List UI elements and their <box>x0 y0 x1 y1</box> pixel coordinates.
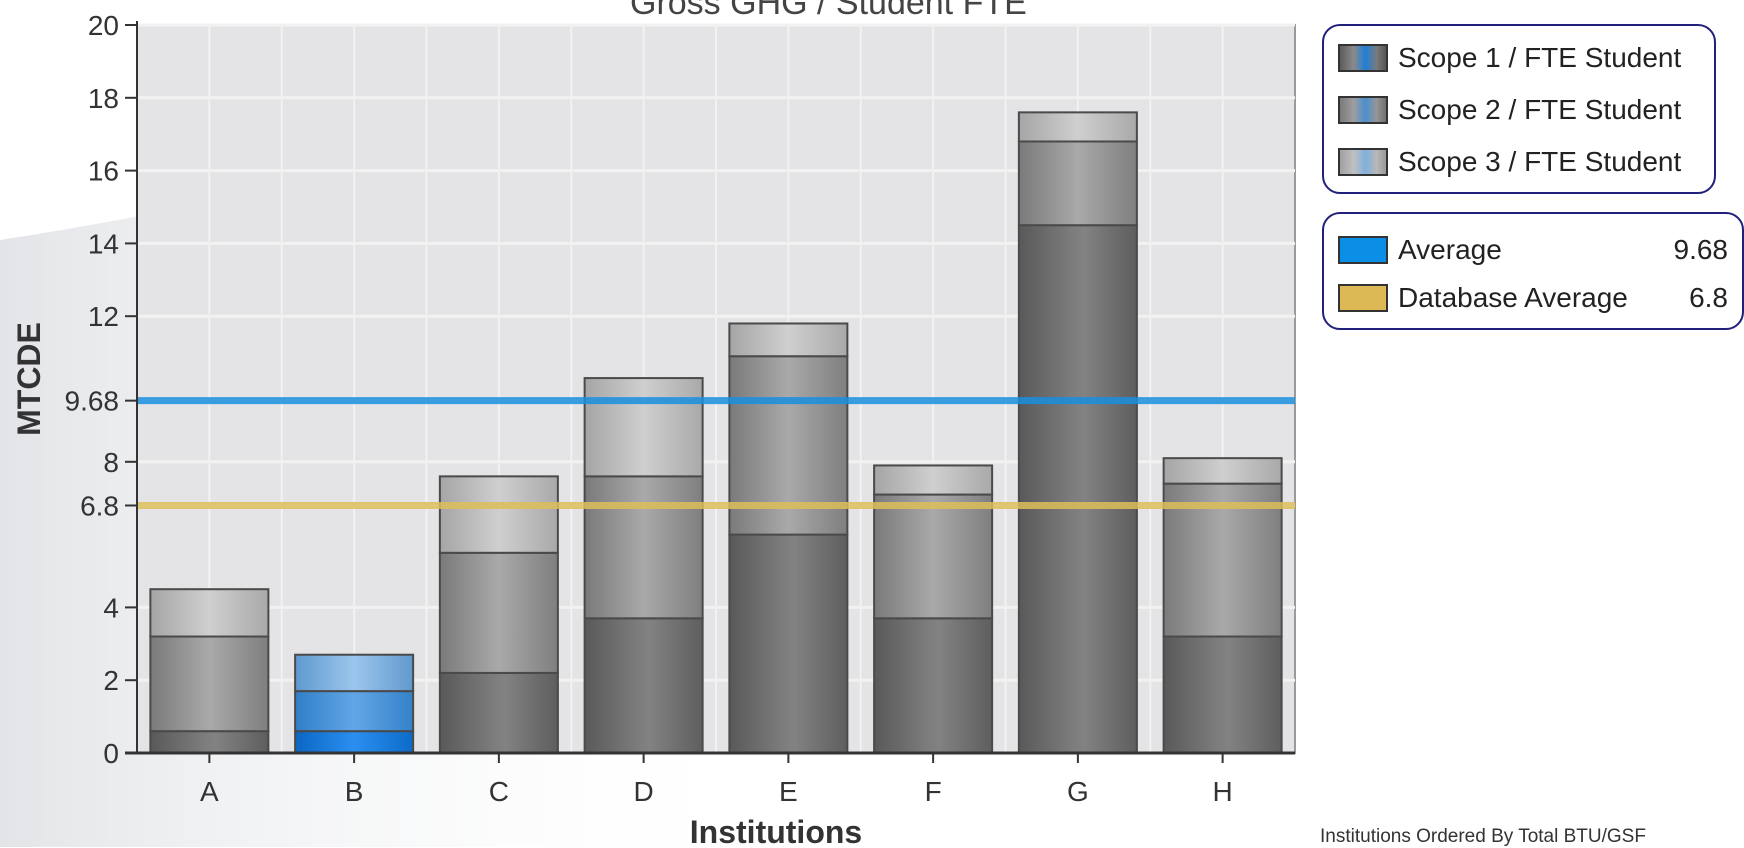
bar-C-scope2 <box>438 551 559 674</box>
legend-averages: Average 9.68 Database Average 6.8 <box>1322 212 1744 330</box>
bar-C-scope3 <box>438 475 559 554</box>
bar-E-scope1 <box>728 533 849 754</box>
y-tick-label: 8 <box>103 447 119 478</box>
bar-H-scope3 <box>1162 457 1283 485</box>
bar-A-scope2 <box>149 635 270 733</box>
x-tick-label: B <box>345 776 364 807</box>
bar-F-scope1 <box>873 617 994 754</box>
bar-H-scope1 <box>1162 635 1283 755</box>
y-tick-label: 16 <box>88 156 119 187</box>
bar-E-scope3 <box>728 322 849 358</box>
legend-label: Scope 3 / FTE Student <box>1398 146 1682 177</box>
legend-label: Scope 1 / FTE Student <box>1398 42 1682 73</box>
bar-F-scope3 <box>873 464 994 496</box>
bar-D-scope1 <box>583 617 704 754</box>
bar-B-scope3 <box>294 653 415 693</box>
y-tick-label: 2 <box>103 665 119 696</box>
y-tick-label: 18 <box>88 83 119 114</box>
bar-B-scope2 <box>294 690 415 733</box>
y-tick-label: 20 <box>88 10 119 41</box>
legend-swatch-database-average <box>1338 284 1388 312</box>
x-tick-label: F <box>925 776 942 807</box>
y-tick-label: 12 <box>88 301 119 332</box>
chart-title: Gross GHG / Student FTE <box>630 0 1027 22</box>
bar-B-scope1 <box>294 730 415 754</box>
y-tick-label: 6.8 <box>80 490 119 521</box>
bar-G-scope3 <box>1017 111 1138 143</box>
legend-item-database-average: Database Average 6.8 <box>1338 278 1728 318</box>
y-tick-label: 9.68 <box>65 386 120 417</box>
footnote: Institutions Ordered By Total BTU/GSF <box>1320 826 1646 847</box>
y-tick-label: 14 <box>88 228 119 259</box>
legend-label: Average <box>1398 234 1502 265</box>
legend-item-average: Average 9.68 <box>1338 230 1728 270</box>
bar-A-scope1 <box>149 730 270 754</box>
legend-swatch-scope1 <box>1338 44 1388 72</box>
legend-value: 9.68 <box>1673 234 1729 265</box>
legend-item-scope2: Scope 2 / FTE Student <box>1338 90 1700 130</box>
bar-A-scope3 <box>149 588 270 638</box>
bar-F-scope2 <box>873 493 994 620</box>
x-tick-label: H <box>1213 776 1233 807</box>
bar-D-scope2 <box>583 475 704 620</box>
legend-label: Scope 2 / FTE Student <box>1398 94 1682 125</box>
x-tick-label: D <box>634 776 654 807</box>
legend-scopes: Scope 1 / FTE Student Scope 2 / FTE Stud… <box>1322 24 1716 194</box>
y-axis-title: MTCDE <box>11 322 47 436</box>
legend-value: 6.8 <box>1689 282 1728 313</box>
legend-swatch-scope2 <box>1338 96 1388 124</box>
legend-item-scope3: Scope 3 / FTE Student <box>1338 142 1700 182</box>
bar-D-scope3 <box>583 377 704 478</box>
x-axis-title: Institutions <box>690 814 862 847</box>
bar-G-scope1 <box>1017 224 1138 754</box>
y-tick-label: 4 <box>103 592 119 623</box>
x-tick-label: A <box>200 776 219 807</box>
x-tick-label: G <box>1067 776 1089 807</box>
x-tick-label: C <box>489 776 509 807</box>
bar-C-scope1 <box>438 671 559 754</box>
y-tick-label: 0 <box>103 738 119 769</box>
legend-swatch-average <box>1338 236 1388 264</box>
legend-swatch-scope3 <box>1338 148 1388 176</box>
x-tick-label: E <box>779 776 798 807</box>
bar-G-scope2 <box>1017 140 1138 227</box>
legend-label: Database Average <box>1398 282 1628 313</box>
legend-item-scope1: Scope 1 / FTE Student <box>1338 38 1700 78</box>
